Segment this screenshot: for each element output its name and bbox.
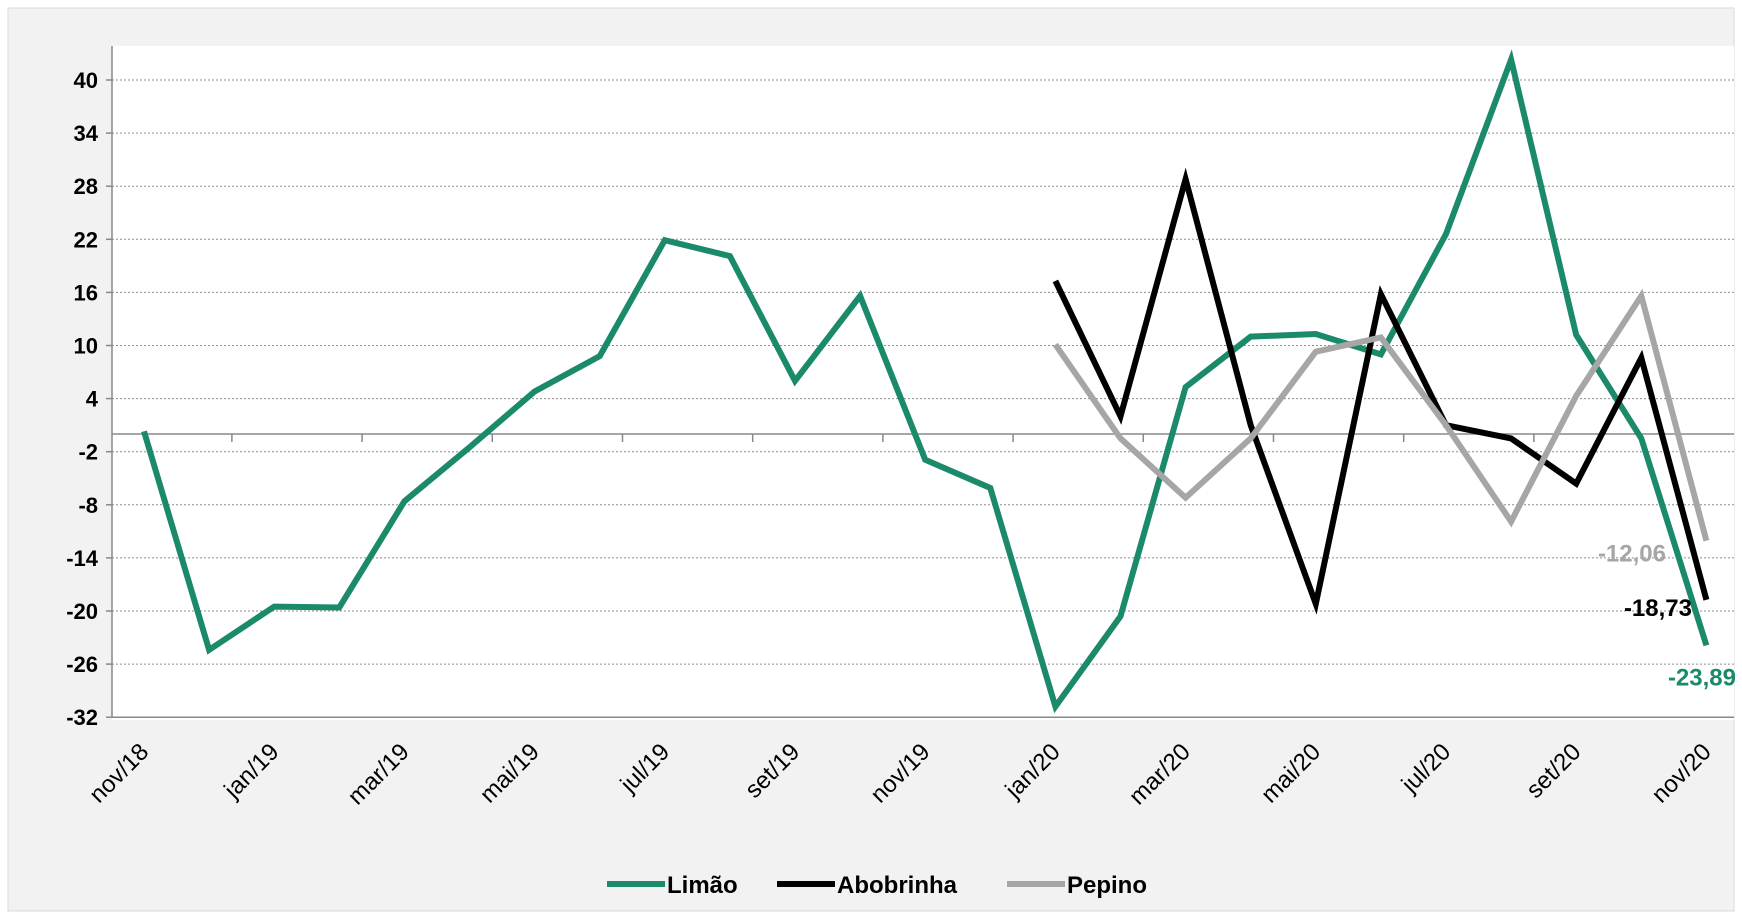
series-line-pepino bbox=[1052, 288, 1710, 542]
y-tick-label: 34 bbox=[74, 121, 99, 146]
y-tick-label: 22 bbox=[74, 227, 98, 252]
series-lines bbox=[141, 49, 1710, 714]
legend-label-limão: Limão bbox=[667, 872, 738, 899]
y-tick-label: -8 bbox=[78, 493, 98, 518]
y-axis-tick-labels: 40 34 28 22 16 10 4 -2 -8 -14 -20 -26 -32 bbox=[66, 68, 99, 730]
y-tick-label: 16 bbox=[74, 280, 98, 305]
series-line-abobrinha bbox=[1052, 167, 1710, 615]
y-tick-label: -20 bbox=[66, 599, 98, 624]
legend-label-pepino: Pepino bbox=[1067, 872, 1147, 899]
y-tick-label: -32 bbox=[66, 705, 98, 730]
y-tick-label: 10 bbox=[74, 334, 98, 359]
end-label-limão: -23,89 bbox=[1668, 664, 1736, 691]
y-tick-label: 4 bbox=[86, 387, 99, 412]
end-label-pepino: -12,06 bbox=[1598, 541, 1666, 568]
legend-label-abobrinha: Abobrinha bbox=[837, 872, 958, 899]
end-data-labels: -23,89 -18,73 -12,06 bbox=[1598, 541, 1736, 692]
y-tick-label: -2 bbox=[78, 440, 98, 465]
legend: Limão Abobrinha Pepino bbox=[607, 872, 1147, 899]
plot-area bbox=[112, 46, 1734, 720]
series-line-limão bbox=[141, 49, 1710, 714]
end-label-abobrinha: -18,73 bbox=[1624, 595, 1692, 622]
y-tick-label: 40 bbox=[74, 68, 98, 93]
y-tick-label: -14 bbox=[66, 546, 99, 571]
y-tick-label: -26 bbox=[66, 652, 98, 677]
y-tick-label: 28 bbox=[74, 174, 98, 199]
axes bbox=[106, 46, 1734, 718]
